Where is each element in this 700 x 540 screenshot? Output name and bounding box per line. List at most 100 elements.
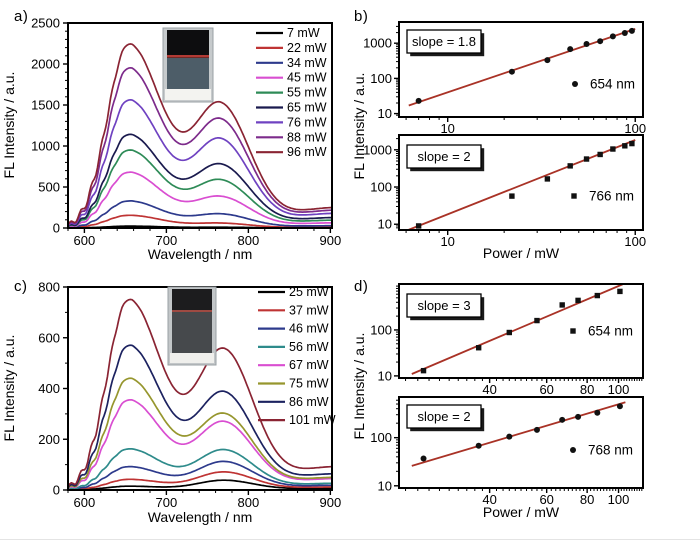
x-tick-label: 40	[482, 382, 496, 397]
slope-badge: slope = 3	[406, 293, 485, 321]
data-point	[506, 329, 512, 336]
panel-label-d: d)	[354, 278, 369, 295]
x-tick-label: 10	[440, 121, 454, 136]
spectrum-curve-96mW	[67, 43, 333, 226]
y-tick-label: 600	[38, 330, 60, 345]
legend-label: 88 mW	[287, 130, 327, 144]
fit-line	[411, 401, 626, 467]
cuvette-liquid	[167, 58, 209, 92]
legend-item: 56 mW	[258, 340, 329, 354]
legend-item: 55 mW	[256, 86, 327, 100]
data-point	[594, 292, 601, 299]
data-point	[583, 40, 590, 47]
x-tick-label: 700	[156, 233, 178, 248]
series-marker	[570, 447, 576, 453]
spectrum-curve-76mW	[67, 98, 332, 227]
x-tick-label: 40	[482, 492, 496, 507]
laser-beam	[172, 310, 212, 312]
series-marker	[572, 81, 578, 87]
slope-badge-label: slope = 3	[417, 298, 470, 313]
spectrum-curve-37mW	[67, 471, 332, 491]
panel-label-a: a)	[14, 8, 29, 25]
cuvette-base	[165, 89, 211, 100]
legend-label: 101 mW	[289, 413, 336, 427]
legend-label: 34 mW	[287, 56, 327, 70]
spectrum-curve-55mW	[67, 149, 333, 228]
x-tick-label: 100	[624, 234, 646, 249]
data-point	[567, 46, 574, 53]
legend-item: 75 mW	[258, 377, 329, 391]
data-point	[583, 156, 590, 162]
legend-label: 37 mW	[289, 303, 329, 317]
slope-badge-label: slope = 2	[417, 409, 470, 424]
slope-badge: slope = 1.8	[406, 29, 485, 57]
slope-badge-box	[406, 293, 482, 318]
legend-item: 101 mW	[258, 413, 336, 427]
legend-item: 88 mW	[256, 130, 327, 144]
data-point	[544, 57, 551, 64]
slope-badge: slope = 2	[406, 404, 485, 432]
legend-item: 37 mW	[258, 303, 329, 317]
inset-cuvette-photo	[167, 286, 217, 366]
x-tick-label: 800	[238, 233, 260, 248]
legend-item: 34 mW	[256, 56, 327, 70]
legend-label: 7 mW	[287, 26, 320, 40]
y-tick-label: 2000	[31, 57, 60, 72]
x-tick-label: 100	[608, 382, 630, 397]
y-axis-title: FL Intensity / a.u.	[351, 333, 367, 440]
data-point	[597, 151, 603, 158]
slope-badge-label: slope = 1.8	[412, 34, 476, 49]
y-tick-label: 100	[370, 180, 392, 195]
y-tick-label: 0	[53, 221, 60, 236]
axis-border	[67, 22, 333, 229]
panel-d-power-dependence-chart: 40 60 80 100 10 100 slope = 3 654 nm 40 60 80 100 10…	[351, 283, 644, 520]
data-point	[509, 193, 515, 199]
y-axis-title: FL Intensity / a.u.	[1, 335, 17, 442]
x-tick-label: 900	[320, 495, 342, 510]
spectrum-curve-86mW	[67, 344, 332, 489]
series-label: 654 nm	[590, 77, 635, 92]
data-point	[506, 433, 513, 440]
x-tick-label: 600	[74, 495, 96, 510]
fit-line	[411, 283, 624, 375]
x-axis-title: Wavelength / nm	[148, 246, 253, 262]
x-tick-label: 600	[74, 233, 96, 248]
y-tick-label: 100	[370, 430, 392, 445]
legend-label: 45 mW	[287, 71, 327, 85]
data-point	[420, 455, 427, 462]
legend-item: 96 mW	[256, 145, 327, 159]
spectrum-curve-25mW	[68, 479, 332, 491]
laser-beam	[167, 55, 209, 58]
cuvette-liquid	[172, 312, 212, 353]
data-point	[622, 143, 628, 149]
axis-border	[398, 396, 644, 489]
slope-badge: slope = 2	[406, 144, 485, 172]
x-tick-label: 80	[580, 492, 594, 507]
axis-border	[398, 21, 644, 118]
series-label: 768 nm	[588, 443, 633, 458]
spectrum-curve-88mW	[67, 66, 332, 226]
y-tick-label: 1000	[363, 142, 392, 157]
legend-item: 86 mW	[258, 395, 329, 409]
spectrum-curve-101mW	[67, 298, 332, 488]
y-tick-label: 1000	[363, 36, 392, 51]
series-marker	[571, 193, 577, 199]
y-tick-label: 0	[53, 483, 60, 498]
y-tick-label: 500	[38, 180, 60, 195]
axis-border	[398, 134, 644, 231]
data-point	[559, 416, 566, 423]
x-tick-label: 100	[608, 492, 630, 507]
legend-label: 86 mW	[289, 395, 329, 409]
legend-label: 22 mW	[287, 41, 327, 55]
slope-badge-box	[406, 144, 482, 169]
x-tick-label: 80	[580, 382, 594, 397]
spectrum-curve-56mW	[67, 447, 332, 491]
legend-label: 76 mW	[287, 115, 327, 129]
axis-border	[398, 283, 644, 379]
spectrum-curve-34mW	[67, 200, 332, 229]
slope-badge-label: slope = 2	[417, 149, 470, 164]
cuvette-outline	[162, 27, 214, 103]
series-label: 654 nm	[588, 324, 633, 339]
panel-c-spectra-chart: 600 700 800 900 0 200 400 600 800 25 mW 37 mW 46 mW…	[1, 280, 342, 526]
